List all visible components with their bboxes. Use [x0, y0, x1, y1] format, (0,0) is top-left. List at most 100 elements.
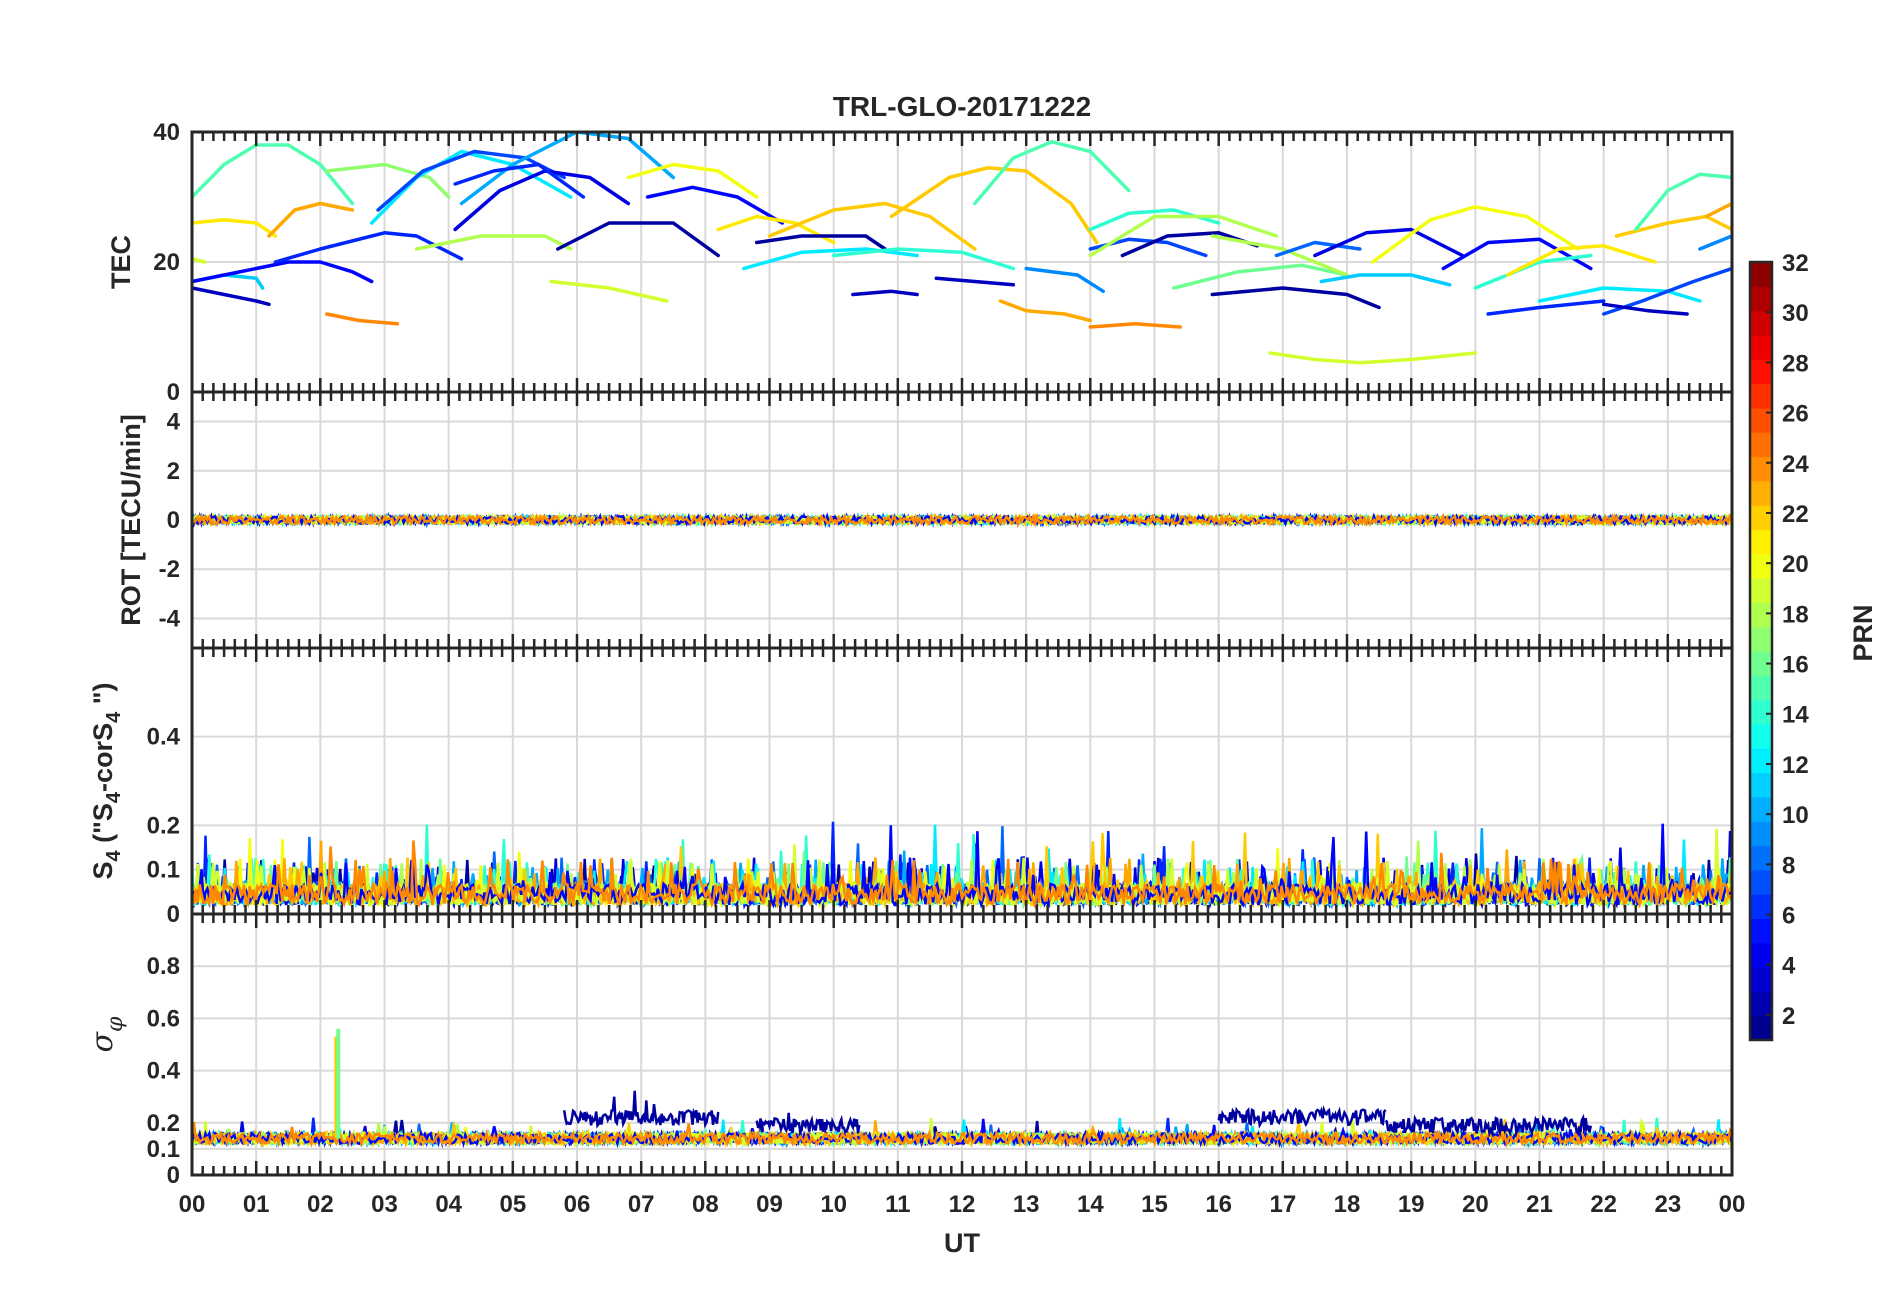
colorbar-segment [1750, 651, 1772, 676]
tec-series-prn-19 [192, 257, 207, 264]
x-tick-label: 10 [820, 1191, 847, 1218]
tec-series-prn-11 [1319, 273, 1452, 287]
x-tick-label: 23 [1654, 1191, 1681, 1218]
colorbar-segment [1750, 869, 1772, 895]
tec-series-prn-17 [325, 162, 451, 199]
tec-series-prn-21 [716, 214, 836, 245]
colorbar-segment [1750, 383, 1772, 409]
tec-series-prn-24 [325, 312, 400, 326]
colorbar-tick-label: 12 [1782, 752, 1809, 779]
colorbar-tick-label: 24 [1782, 451, 1809, 478]
x-tick-label: 13 [1013, 1191, 1040, 1218]
colorbar-tick-label: 22 [1782, 501, 1809, 528]
colorbar-segment [1750, 578, 1772, 603]
colorbar-segment [1750, 918, 1772, 944]
series-group [192, 1028, 1732, 1149]
tec-series-prn-2 [556, 221, 720, 258]
tec-series-prn-12 [1537, 286, 1702, 303]
tec-series-prn-18 [1088, 214, 1279, 258]
sigma-event-prn-2 [562, 1090, 720, 1129]
colorbar-segment [1750, 723, 1772, 749]
tec-series-prn-14 [1473, 253, 1593, 290]
y-tick-label: 0 [167, 901, 180, 928]
x-tick-label: 03 [371, 1191, 398, 1218]
colorbar-tick-label: 4 [1782, 953, 1796, 980]
x-axis-label: UT [944, 1228, 980, 1258]
tec-series-prn-5 [192, 260, 374, 284]
tec-series-prn-20 [626, 162, 759, 199]
tec-series-prn-16 [1172, 263, 1349, 290]
x-tick-label: 16 [1205, 1191, 1232, 1218]
colorbar-segment [1750, 334, 1772, 360]
tec-series-prn-2 [754, 234, 887, 251]
colorbar-frame [1748, 260, 1774, 1042]
colorbar-segment [1750, 602, 1772, 628]
x-tick-label: 15 [1141, 1191, 1168, 1218]
colorbar-segment [1750, 310, 1772, 336]
x-tick-label: 02 [307, 1191, 334, 1218]
tec-series-prn-4 [1313, 227, 1465, 258]
tec-series-prn-6 [273, 231, 464, 264]
tec-series-prn-12 [742, 247, 919, 271]
x-tick-label: 00 [179, 1191, 206, 1218]
x-tick-label: 19 [1398, 1191, 1425, 1218]
tec-series-prn-15 [1634, 172, 1732, 232]
x-tick-label: 00 [1719, 1191, 1746, 1218]
panel-tec: 0 20 40 TEC [106, 119, 1734, 406]
y-tick-label: 0.4 [147, 1058, 181, 1085]
colorbar-tick-label: 18 [1782, 601, 1809, 628]
colorbar-segment [1750, 699, 1772, 725]
y-tick-label: -2 [159, 556, 180, 583]
panel-s4: 0 0.1 0.2 0.4 S4 ("S4-corS4 ") [88, 646, 1734, 928]
y-tick-label: 0.2 [147, 1110, 180, 1137]
x-tick-label: 21 [1526, 1191, 1553, 1218]
colorbar-segment [1750, 1015, 1772, 1041]
tec-series-prn-18 [1210, 234, 1349, 277]
sigma-event-prn-2 [755, 1112, 861, 1136]
tec-series-prn-8 [1274, 240, 1362, 258]
x-tick-label: 17 [1269, 1191, 1296, 1218]
tec-series-prn-15 [973, 140, 1131, 206]
tec-series-prn-24 [1088, 322, 1182, 329]
tec-series-prn-5 [645, 185, 785, 225]
y-axis-label: σφ [85, 1016, 128, 1052]
y-tick-label: 0.1 [147, 857, 180, 884]
y-tick-label: 40 [153, 119, 180, 146]
tec-series-prn-2 [1210, 286, 1381, 310]
tec-series-prn-20 [1370, 205, 1580, 264]
tec-series-prn-10 [459, 132, 676, 206]
series-group [192, 132, 1732, 365]
y-tick-label: 0.6 [147, 1005, 180, 1032]
y-axis-label: TEC [106, 235, 136, 289]
tec-series-prn-5 [1441, 237, 1593, 271]
tec-series-prn-21 [1505, 244, 1657, 277]
tec-series-prn-23 [267, 201, 355, 238]
x-tick-label: 18 [1334, 1191, 1361, 1218]
x-axis: 00 01 02 03 04 05 06 07 08 09 10 11 12 13 14 15 16 17 18 19… [179, 1191, 1746, 1218]
y-tick-label: -4 [159, 605, 181, 632]
y-tick-label: 0 [167, 1162, 180, 1189]
colorbar-segment [1750, 748, 1772, 774]
sigma_phi-series-prn-24 [192, 1121, 1732, 1149]
tec-series-prn-3 [1601, 302, 1689, 316]
y-tick-label: 0.2 [147, 812, 180, 839]
colorbar-tick-label: 32 [1782, 250, 1809, 277]
x-tick-label: 04 [435, 1191, 462, 1218]
colorbar-segment [1750, 432, 1772, 458]
colorbar-segment [1750, 967, 1772, 992]
colorbar-tick-label: 10 [1782, 802, 1809, 829]
tec-series-prn-3 [192, 286, 271, 307]
x-tick-label: 22 [1590, 1191, 1617, 1218]
x-tick-label: 05 [499, 1191, 526, 1218]
tec-series-prn-6 [1486, 299, 1606, 316]
minor-ticks [190, 914, 1734, 1175]
y-tick-label: 0.8 [147, 953, 180, 980]
series-group [192, 511, 1732, 529]
colorbar-segment [1750, 821, 1772, 847]
tec-series-prn-18 [414, 234, 573, 251]
tec-series-prn-2 [1120, 231, 1259, 258]
tec-series-prn-9 [1024, 266, 1105, 294]
y-tick-label: 20 [153, 249, 180, 276]
tec-series-prn-7 [1088, 237, 1208, 258]
